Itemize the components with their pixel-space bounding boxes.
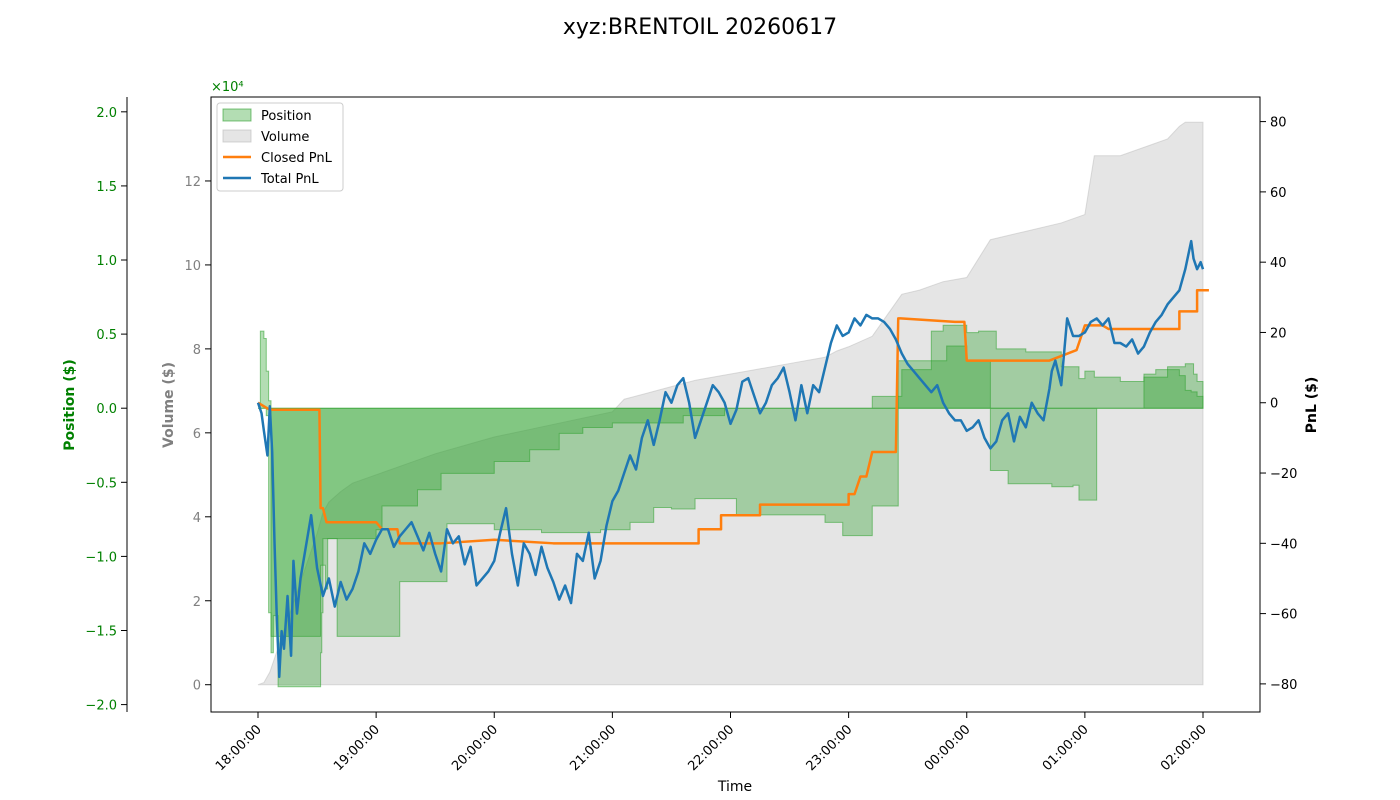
position-axis-scale-label: ×10⁴ xyxy=(211,80,244,95)
x-tick-label: 21:00:00 xyxy=(567,722,619,774)
pnl-tick-label: 40 xyxy=(1270,256,1287,271)
x-tick-label: 18:00:00 xyxy=(213,722,265,774)
pnl-tick-label: −80 xyxy=(1270,678,1297,693)
pnl-tick-label: 20 xyxy=(1270,326,1287,341)
x-tick-label: 19:00:00 xyxy=(331,722,383,774)
pnl-tick-label: −40 xyxy=(1270,537,1297,552)
position-tick-label: 2.0 xyxy=(96,106,117,121)
volume-axis: Volume ($) 0 2 4 6 8 10 12 xyxy=(161,175,211,694)
position-axis-label: Position ($) xyxy=(62,359,78,451)
legend: Position Volume Closed PnL Total PnL xyxy=(216,102,344,192)
plot-area xyxy=(210,96,1261,713)
pnl-axis-label: PnL ($) xyxy=(1304,377,1320,434)
pnl-tick-label: −20 xyxy=(1270,467,1297,482)
x-tick-label: 23:00:00 xyxy=(804,722,856,774)
volume-axis-label: Volume ($) xyxy=(161,362,177,448)
volume-tick-label: 0 xyxy=(193,679,201,694)
total-pnl-line xyxy=(256,239,1205,679)
position-tick-label: 1.0 xyxy=(96,254,117,269)
volume-tick-label: 4 xyxy=(193,511,201,526)
pnl-axis: PnL ($) −80 −60 −40 −20 0 20 40 60 80 xyxy=(1260,116,1320,693)
volume-tick-label: 6 xyxy=(193,427,201,442)
legend-label: Closed PnL xyxy=(261,151,333,166)
plot-layers xyxy=(256,121,1209,688)
volume-area xyxy=(257,121,1204,686)
x-axis: Time 18:00:00 19:00:00 20:00:00 21:00:00 22:… xyxy=(213,712,1210,795)
position-area-light xyxy=(258,324,1204,688)
position-tick-label: −0.5 xyxy=(85,476,117,491)
position-tick-label: −2.0 xyxy=(85,699,117,714)
legend-label: Position xyxy=(261,109,312,124)
volume-tick-label: 10 xyxy=(184,259,201,274)
x-tick-label: 00:00:00 xyxy=(922,722,974,774)
x-tick-label: 20:00:00 xyxy=(449,722,501,774)
closed-pnl-line xyxy=(257,289,1209,545)
volume-tick-label: 8 xyxy=(193,343,201,358)
position-area xyxy=(258,345,1204,637)
legend-label: Total PnL xyxy=(260,172,319,187)
x-tick-label: 22:00:00 xyxy=(685,722,737,774)
x-tick-label: 01:00:00 xyxy=(1040,722,1092,774)
legend-swatch xyxy=(222,129,252,143)
x-axis-label: Time xyxy=(717,779,752,795)
pnl-tick-label: 0 xyxy=(1270,397,1278,412)
pnl-tick-label: −60 xyxy=(1270,608,1297,623)
legend-box xyxy=(216,102,344,192)
volume-tick-label: 12 xyxy=(184,175,201,190)
position-tick-label: 0.5 xyxy=(96,328,117,343)
legend-swatch xyxy=(222,108,252,122)
position-tick-label: −1.0 xyxy=(85,550,117,565)
legend-label: Volume xyxy=(261,130,309,145)
pnl-tick-label: 60 xyxy=(1270,186,1287,201)
position-axis: Position ($) ×10⁴ −2.0 −1.5 −1.0 −0.5 0.0 0.5… xyxy=(62,80,244,714)
position-tick-label: 0.0 xyxy=(96,402,117,417)
x-tick-label: 02:00:00 xyxy=(1158,722,1210,774)
plot-frame xyxy=(210,96,1261,713)
volume-tick-label: 2 xyxy=(193,595,201,610)
pnl-tick-label: 80 xyxy=(1270,116,1287,131)
position-tick-label: 1.5 xyxy=(96,180,117,195)
position-tick-label: −1.5 xyxy=(85,624,117,639)
chart-title: xyz:BRENTOIL 20260617 xyxy=(563,15,837,40)
